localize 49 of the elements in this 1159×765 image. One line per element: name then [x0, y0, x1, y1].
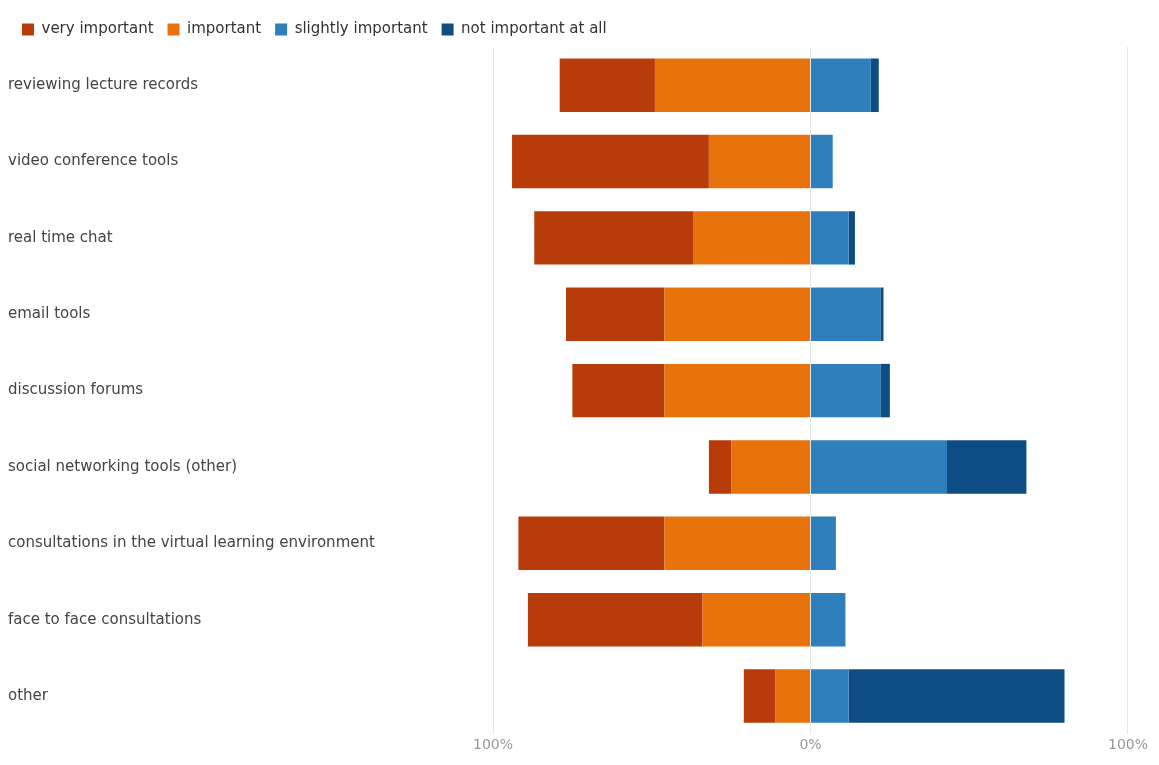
bar	[743, 669, 776, 723]
y-tick-label: face to face consultations	[8, 609, 202, 628]
y-tick-label: consultations in the virtual learning environment	[8, 533, 375, 552]
bar	[775, 669, 810, 723]
bar	[664, 287, 810, 341]
bar	[566, 287, 665, 341]
bar	[810, 440, 948, 494]
x-tick-label: 100%	[1107, 736, 1148, 753]
bar	[664, 516, 810, 571]
bar	[527, 592, 703, 647]
y-tick-label: discussion forums	[8, 380, 144, 399]
bar	[810, 211, 849, 265]
bar	[947, 440, 1027, 494]
bar	[848, 211, 855, 265]
bar	[512, 134, 709, 189]
bar	[810, 58, 871, 112]
bar	[654, 58, 810, 112]
y-tick-label: video conference tools	[8, 151, 179, 170]
y-tick-label: email tools	[8, 304, 91, 323]
bar	[848, 669, 1065, 723]
bar	[708, 440, 732, 494]
bar	[880, 363, 890, 418]
bar	[810, 287, 881, 341]
bar	[731, 440, 810, 494]
legend-label: important	[187, 19, 262, 38]
y-tick-label: real time chat	[8, 227, 113, 246]
bar	[534, 211, 694, 265]
legend-label: very important	[41, 19, 154, 38]
y-tick-label: reviewing lecture records	[8, 75, 199, 94]
bar	[870, 58, 879, 112]
bar	[810, 516, 836, 571]
bar	[664, 363, 810, 418]
y-tick-label: social networking tools (other)	[8, 456, 238, 475]
bar	[810, 669, 849, 723]
bar	[702, 592, 810, 647]
bar	[518, 516, 665, 571]
bar	[810, 592, 846, 647]
bar	[572, 363, 665, 418]
x-tick-label: 0%	[799, 736, 822, 753]
bar	[559, 58, 655, 112]
bar	[810, 134, 833, 189]
bar	[880, 287, 884, 341]
legend-label: not important at all	[461, 19, 607, 38]
y-tick-label: other	[8, 685, 49, 704]
bar	[810, 363, 881, 418]
legend-label: slightly important	[294, 19, 428, 38]
bar	[708, 134, 810, 189]
x-tick-label: 100%	[472, 736, 514, 753]
bar	[693, 211, 810, 265]
